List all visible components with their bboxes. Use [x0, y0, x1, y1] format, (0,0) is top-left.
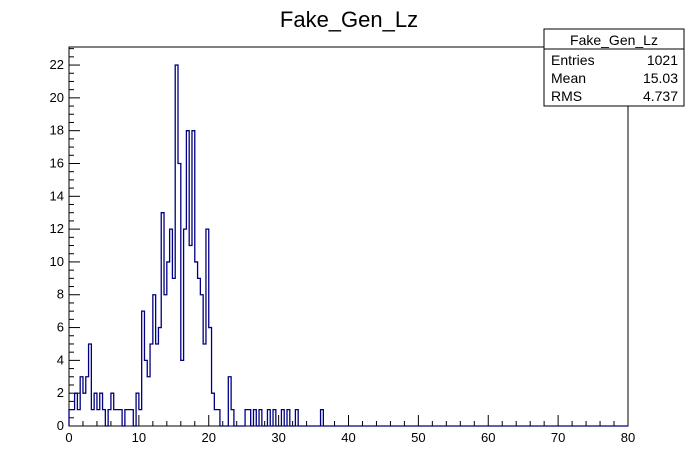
y-tick-label: 0 — [57, 418, 64, 433]
histogram-bin — [164, 295, 167, 426]
x-tick-label: 50 — [411, 430, 425, 445]
chart-title: Fake_Gen_Lz — [280, 7, 418, 32]
histogram-bin — [189, 246, 192, 426]
histogram-bin — [198, 278, 201, 426]
histogram-bin — [91, 410, 94, 426]
y-tick-label: 6 — [57, 320, 64, 335]
stats-rms-value: 4.737 — [643, 88, 678, 104]
stats-entries-value: 1021 — [647, 52, 678, 68]
x-tick-label: 10 — [132, 430, 146, 445]
x-tick-label: 60 — [481, 430, 495, 445]
histogram-bin — [181, 360, 184, 426]
histogram-bin — [128, 410, 131, 426]
histogram-bin — [77, 410, 80, 426]
histogram-outline — [68, 64, 628, 427]
stats-title: Fake_Gen_Lz — [570, 32, 658, 48]
histogram-bin — [147, 377, 150, 426]
y-tick-label: 2 — [57, 385, 64, 400]
histogram-bin — [172, 278, 175, 426]
histogram-bin — [214, 410, 217, 426]
y-tick-label: 14 — [50, 188, 64, 203]
histogram-bin — [203, 344, 206, 426]
x-tick-label: 0 — [65, 430, 72, 445]
y-tick-label: 18 — [50, 123, 64, 138]
stats-mean-value: 15.03 — [643, 70, 678, 86]
y-tick-label: 16 — [50, 155, 64, 170]
axes: 0 10 20 30 40 50 60 70 80 0 2 4 6 8 10 12 14 16 18 20 22 — [50, 48, 635, 445]
x-tick-label: 30 — [271, 430, 285, 445]
y-tick-label: 10 — [50, 254, 64, 269]
histogram-bins — [69, 65, 323, 426]
histogram-bin — [114, 410, 117, 426]
y-tick-label: 12 — [50, 221, 64, 236]
x-tick-label: 70 — [551, 430, 565, 445]
y-tick-label: 22 — [50, 57, 64, 72]
stats-rms-label: RMS — [551, 88, 582, 104]
histogram-bin — [117, 410, 120, 426]
histogram-bin — [156, 344, 159, 426]
x-tick-label: 20 — [202, 430, 216, 445]
y-tick-label: 20 — [50, 90, 64, 105]
stats-box: Fake_Gen_Lz Entries 1021 Mean 15.03 RMS … — [543, 28, 685, 107]
x-tick-label: 40 — [341, 430, 355, 445]
stats-mean-label: Mean — [551, 70, 586, 86]
y-tick-label: 8 — [57, 287, 64, 302]
x-tick-label: 80 — [621, 430, 635, 445]
histogram-bin — [195, 262, 198, 426]
stats-entries-label: Entries — [551, 52, 595, 68]
y-tick-label: 4 — [57, 352, 64, 367]
